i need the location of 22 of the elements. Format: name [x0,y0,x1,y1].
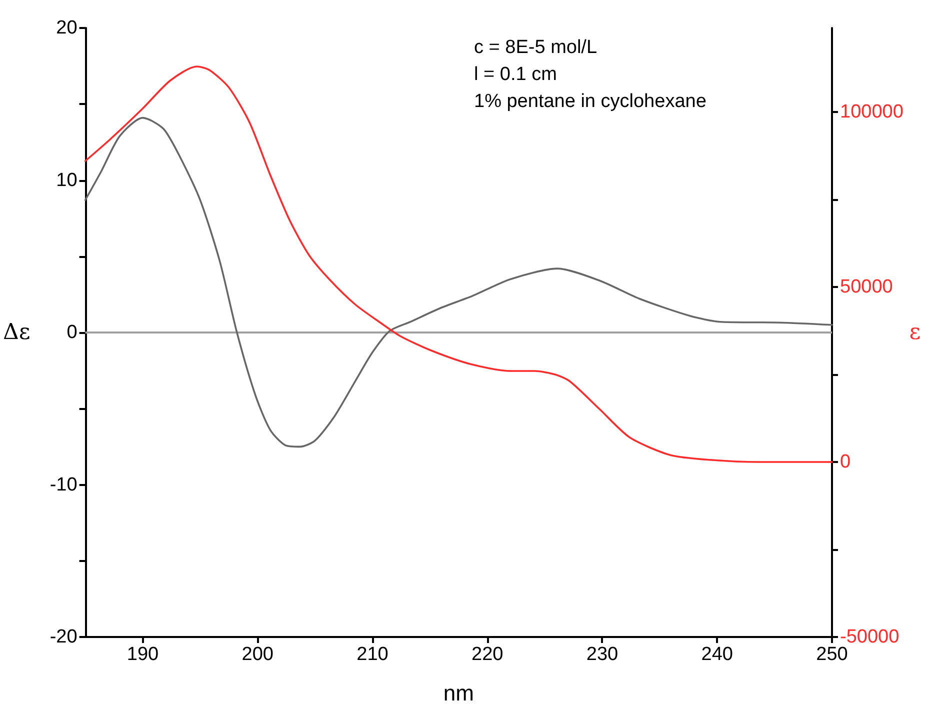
x-tick-label: 190 [126,644,159,665]
y-tick-label: -10 [50,474,78,496]
x-tick-label: 210 [356,644,388,665]
line-series [84,116,833,448]
annotation: l = 0.1 cm [474,64,557,85]
y2-tick-label: 0 [840,452,851,472]
y2-tick-label: 50000 [840,276,893,298]
y2-axis-title: ε [909,320,921,345]
y-axis-title: Δε [2,320,30,345]
x-tick-label: 240 [701,644,733,665]
annotation: c = 8E-5 mol/L [474,37,598,58]
x-tick-label: 220 [472,644,504,665]
x-tick-label: 230 [586,644,618,665]
y2-tick-label: 100000 [840,102,904,122]
line-series [84,66,833,463]
x-axis-title: nm [443,680,474,706]
x-tick-label: 200 [242,644,274,665]
y-tick-label: -20 [50,626,78,648]
annotation: 1% pentane in cyclohexane [474,91,706,112]
y-tick-label: 0 [66,322,78,343]
y-tick-label: 20 [56,18,78,38]
y-tick-label: 10 [56,170,78,191]
